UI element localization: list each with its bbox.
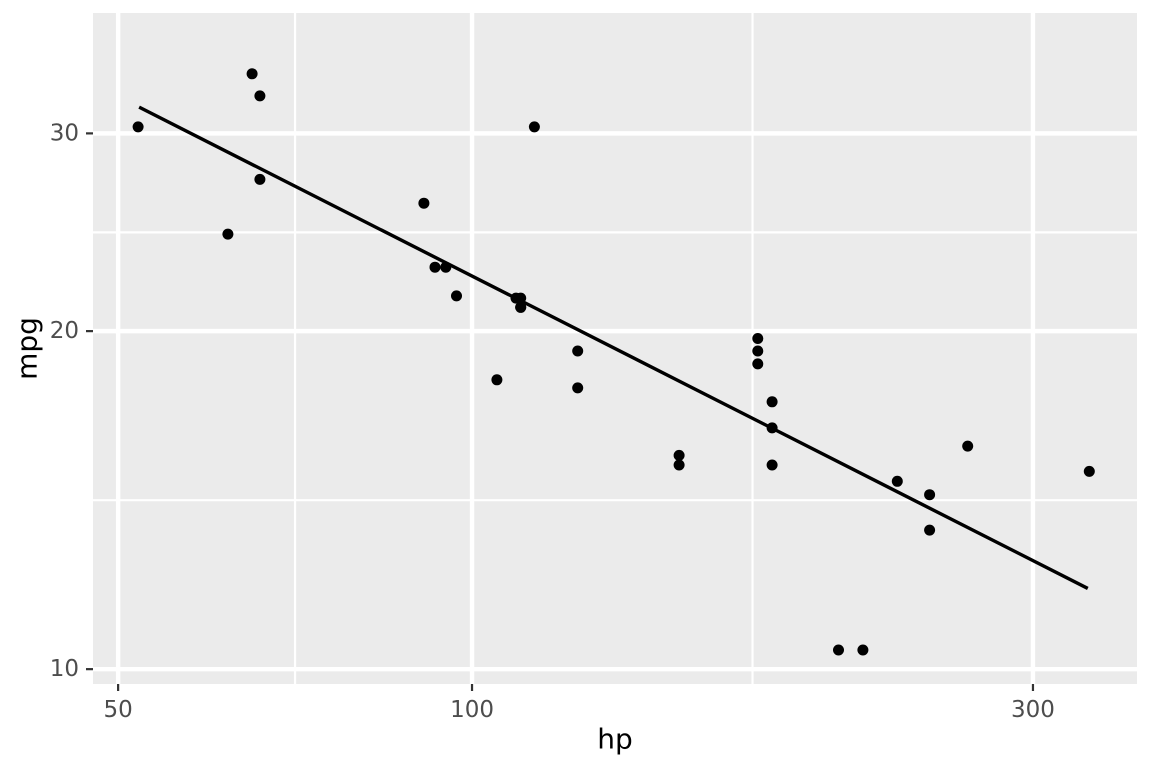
data-point [891, 475, 903, 487]
data-point [254, 90, 266, 102]
data-point [924, 524, 936, 536]
y-axis-title: mpg [11, 317, 44, 380]
data-point [254, 173, 266, 185]
data-point [962, 440, 974, 452]
x-axis-tick-label: 50 [103, 697, 132, 723]
data-point [673, 459, 685, 471]
data-point [528, 121, 540, 133]
data-point [673, 449, 685, 461]
data-point [857, 644, 869, 656]
y-axis-tick-label: 20 [50, 318, 79, 344]
data-point [440, 261, 452, 273]
data-point [572, 382, 584, 394]
y-axis-tick-label: 10 [50, 656, 79, 682]
data-point [491, 374, 503, 386]
data-point [752, 333, 764, 344]
data-point [924, 489, 936, 501]
data-point [451, 290, 462, 302]
data-point [752, 345, 764, 357]
data-point [246, 68, 258, 80]
data-point [418, 197, 430, 209]
data-point [766, 459, 778, 471]
data-point [510, 292, 522, 304]
data-point [833, 644, 844, 656]
y-axis-tick-label: 30 [50, 120, 79, 146]
data-point [572, 345, 584, 357]
data-point [222, 228, 234, 240]
data-point [766, 422, 778, 434]
data-point [766, 396, 778, 408]
trend-line [138, 105, 1089, 590]
data-point [1083, 465, 1095, 477]
x-axis-tick-label: 100 [450, 697, 494, 723]
data-point [429, 261, 441, 273]
data-point [752, 358, 764, 370]
data-point [515, 301, 527, 313]
x-axis-tick-label: 300 [1011, 697, 1055, 723]
x-axis-title: hp [597, 723, 633, 756]
data-point [132, 121, 144, 133]
